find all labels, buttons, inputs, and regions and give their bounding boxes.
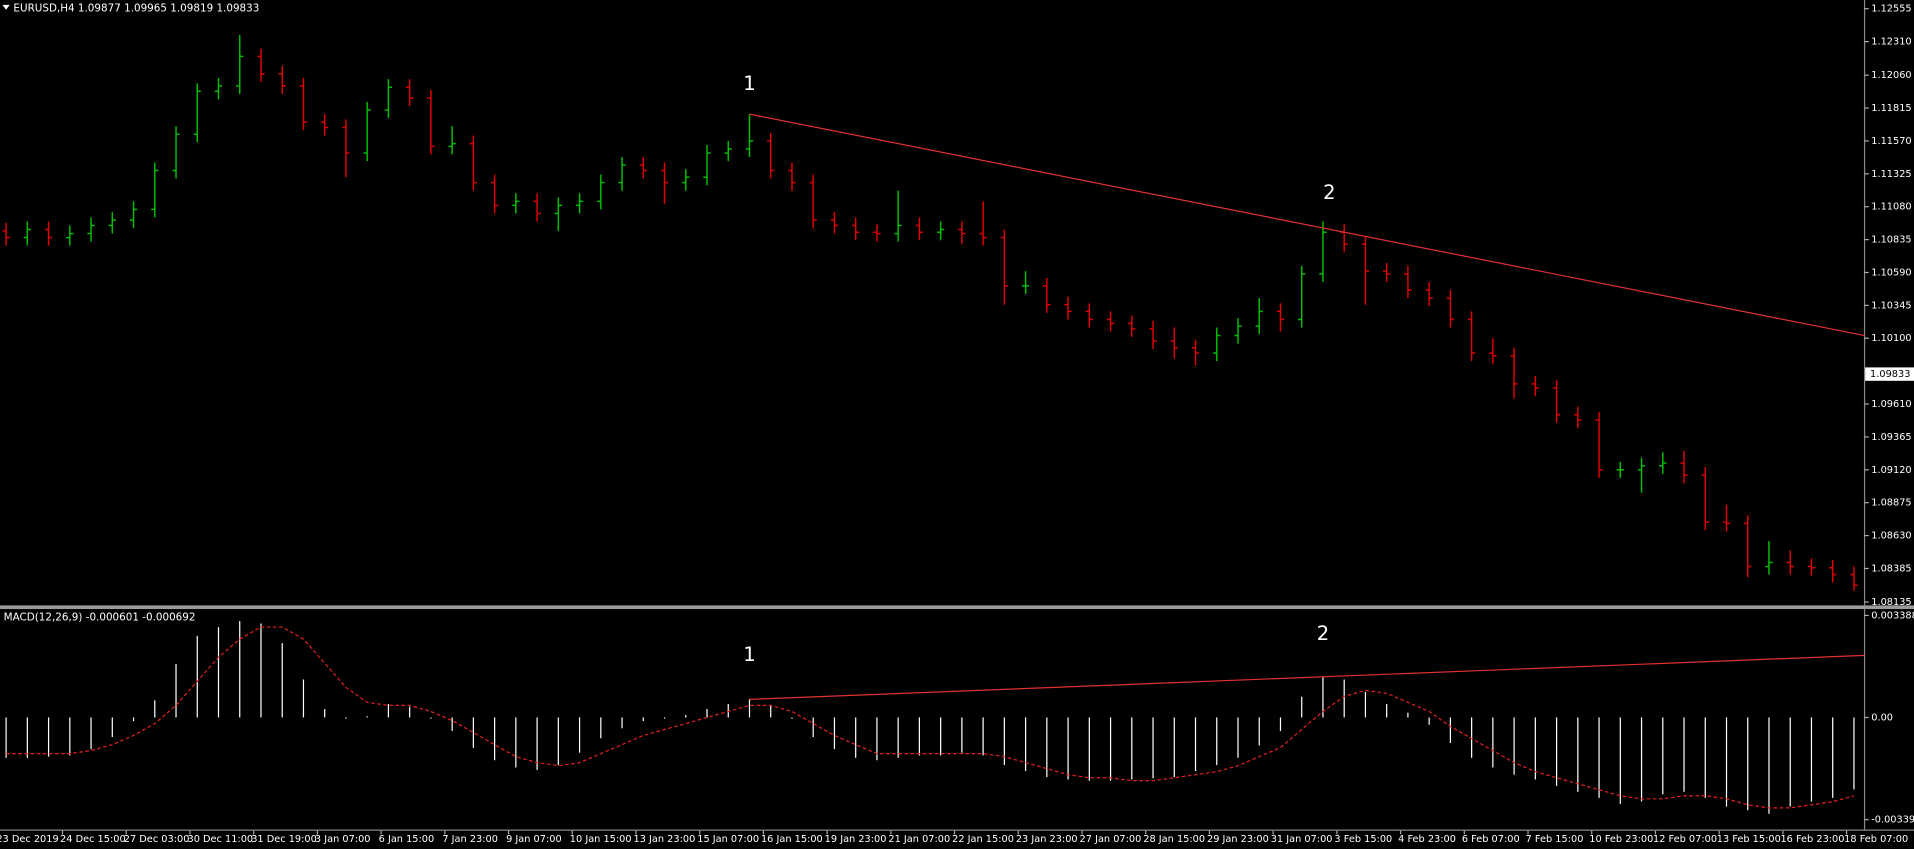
x-tick-label: 23 Dec 2019 (0, 834, 59, 845)
x-tick-label: 16 Feb 23:00 (1780, 834, 1844, 845)
x-tick-label: 28 Jan 15:00 (1143, 834, 1205, 845)
y-tick-label: 0.003388 (1871, 610, 1914, 621)
x-tick-label: 21 Jan 07:00 (888, 834, 950, 845)
y-tick-label: 1.11815 (1871, 103, 1911, 114)
x-tick-label: 27 Jan 07:00 (1080, 834, 1142, 845)
x-tick-label: 31 Jan 07:00 (1271, 834, 1333, 845)
signal-line (6, 626, 1855, 809)
x-tick-label: 22 Jan 15:00 (952, 834, 1014, 845)
y-tick-label: 1.10835 (1871, 235, 1911, 246)
y-tick-label: 1.08135 (1871, 597, 1911, 608)
x-tick-label: 7 Feb 15:00 (1526, 834, 1584, 845)
trendline (749, 113, 1865, 337)
trendline (749, 654, 1865, 700)
x-tick-label: 19 Jan 23:00 (825, 834, 887, 845)
x-tick-label: 9 Jan 07:00 (506, 834, 562, 845)
symbol-header: EURUSD,H4 1.09877 1.09965 1.09819 1.0983… (13, 3, 259, 15)
y-tick-label: 1.12060 (1871, 70, 1911, 81)
x-tick-label: 10 Jan 15:00 (570, 834, 632, 845)
annotation-label: 1 (743, 643, 755, 666)
y-tick-label: 0.00 (1871, 712, 1893, 723)
x-tick-label: 18 Feb 07:00 (1844, 834, 1908, 845)
dropdown-icon[interactable] (2, 4, 10, 10)
x-tick-label: 23 Jan 23:00 (1016, 834, 1078, 845)
y-tick-label: 1.11570 (1871, 136, 1911, 147)
x-tick-label: 13 Jan 23:00 (634, 834, 696, 845)
y-tick-label: 1.12310 (1871, 37, 1911, 48)
panel-separator (0, 605, 1914, 610)
y-tick-label: 1.10345 (1871, 300, 1911, 311)
y-tick-label: 1.09610 (1871, 399, 1911, 410)
current-price-box (1865, 367, 1914, 381)
y-tick-label: 1.10590 (1871, 267, 1911, 278)
y-tick-label: 1.09120 (1871, 465, 1911, 476)
y-tick-label: 1.10100 (1871, 333, 1911, 344)
x-tick-label: 3 Jan 07:00 (315, 834, 371, 845)
current-price-label: 1.09833 (1870, 369, 1910, 380)
y-tick-label: 1.08630 (1871, 531, 1911, 542)
x-tick-label: 16 Jan 15:00 (761, 834, 823, 845)
x-tick-label: 31 Dec 19:00 (251, 834, 317, 845)
y-tick-label: 1.12555 (1871, 4, 1911, 15)
x-tick-label: 29 Jan 23:00 (1207, 834, 1269, 845)
y-tick-label: 1.11080 (1871, 202, 1911, 213)
x-tick-label: 3 Feb 15:00 (1334, 834, 1392, 845)
y-tick-label: 1.11325 (1871, 169, 1911, 180)
annotation-label: 1 (743, 72, 755, 95)
y-tick-label: 1.08385 (1871, 563, 1911, 574)
x-tick-label: 30 Dec 11:00 (187, 834, 253, 845)
x-tick-label: 13 Feb 15:00 (1717, 834, 1781, 845)
y-tick-label: -0.003393 (1871, 815, 1914, 826)
y-tick-label: 1.09365 (1871, 432, 1911, 443)
x-tick-label: 6 Jan 15:00 (379, 834, 435, 845)
x-tick-label: 7 Jan 23:00 (442, 834, 498, 845)
y-tick-label: 1.08875 (1871, 498, 1911, 509)
x-tick-label: 6 Feb 07:00 (1462, 834, 1520, 845)
x-tick-label: 10 Feb 23:00 (1589, 834, 1653, 845)
macd-header: MACD(12,26,9) -0.000601 -0.000692 (4, 612, 196, 624)
x-tick-label: 4 Feb 23:00 (1398, 834, 1456, 845)
x-tick-label: 12 Feb 07:00 (1653, 834, 1717, 845)
x-tick-label: 27 Dec 03:00 (124, 834, 190, 845)
annotation-label: 2 (1323, 181, 1335, 204)
x-tick-label: 15 Jan 07:00 (697, 834, 759, 845)
x-tick-label: 24 Dec 15:00 (60, 834, 126, 845)
annotation-label: 2 (1317, 622, 1329, 645)
